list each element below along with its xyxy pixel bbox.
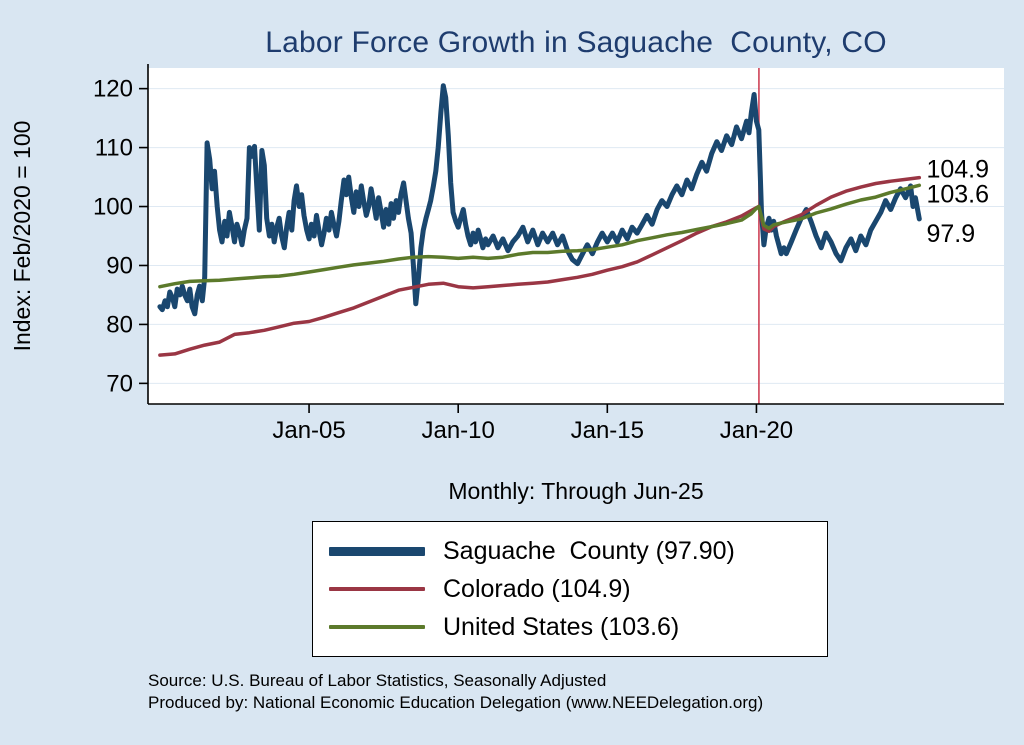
legend-item-colorado: Colorado (104.9)	[329, 575, 827, 604]
legend-label-colorado: Colorado (104.9)	[443, 574, 631, 603]
legend-item-saguache: Saguache County (97.90)	[329, 537, 827, 566]
end-value-label: 103.6	[926, 181, 989, 209]
end-value-label: 104.9	[926, 155, 989, 183]
source-line-1: Source: U.S. Bureau of Labor Statistics,…	[148, 671, 607, 690]
y-tick-label: 70	[106, 370, 133, 397]
y-tick-label: 100	[93, 194, 133, 221]
legend-swatch-united-states	[329, 625, 425, 629]
legend-swatch-colorado	[329, 587, 425, 591]
series-united-states	[158, 183, 922, 289]
x-tick-label: Jan-10	[421, 417, 494, 444]
y-tick-label: 110	[95, 135, 133, 162]
chart-subtitle: Monthly: Through Jun-25	[448, 478, 704, 504]
x-tick-label: Jan-05	[272, 417, 345, 444]
chart-svg: 70 80 90 100 110 120 Jan-05 Jan-10 Jan-15 Jan-20 1…	[93, 64, 1004, 444]
chart-title: Labor Force Growth in Saguache County, C…	[265, 26, 887, 59]
x-tick-label: Jan-15	[571, 417, 644, 444]
end-value-label: 97.9	[926, 220, 975, 248]
legend-item-united-states: United States (103.6)	[329, 613, 827, 642]
source-note: Source: U.S. Bureau of Labor Statistics,…	[148, 670, 1008, 715]
legend-label-united-states: United States (103.6)	[443, 612, 680, 641]
y-tick-label: 120	[93, 76, 133, 103]
source-line-2: Produced by: National Economic Education…	[148, 693, 764, 713]
legend-label-saguache: Saguache County (97.90)	[443, 536, 735, 565]
legend-box: Saguache County (97.90) Colorado (104.9)…	[312, 521, 828, 657]
y-tick-label: 90	[106, 252, 133, 279]
x-tick-label: Jan-20	[720, 417, 793, 444]
legend-swatch-saguache	[329, 546, 425, 556]
y-tick-label: 80	[106, 311, 133, 338]
